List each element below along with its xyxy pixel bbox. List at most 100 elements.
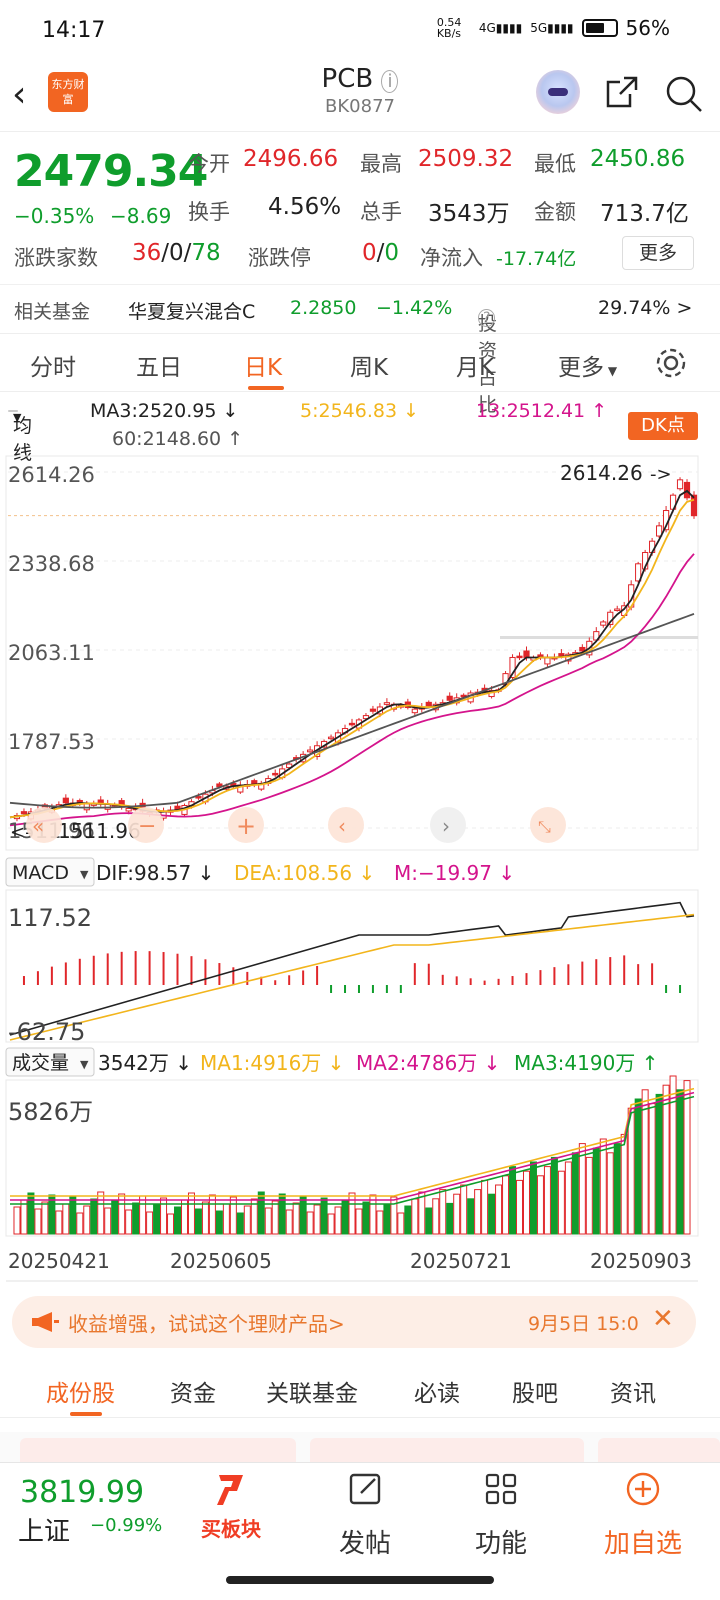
- volume-bar: [97, 1191, 105, 1235]
- volume-bar: [194, 1208, 202, 1235]
- netflow-label: 净流入: [420, 246, 483, 270]
- period-tabs: 分时 五日 日K 周K 月K 更多 ▼: [0, 336, 720, 392]
- candle-body: [676, 479, 684, 490]
- indicator-dropdown[interactable]: 均线 ▼: [8, 410, 32, 464]
- price-tick: 2614.26: [8, 463, 95, 487]
- promo-banner[interactable]: 收益增强，试试这个理财产品> 9月5日 15:0 ✕: [12, 1296, 696, 1348]
- functions-button[interactable]: 功能: [456, 1469, 546, 1560]
- volume-bar: [160, 1197, 168, 1235]
- tab-must-read[interactable]: 必读: [414, 1381, 460, 1407]
- more-button[interactable]: 更多: [622, 236, 694, 270]
- volume-bar: [201, 1201, 209, 1235]
- volume-value: 3543万: [428, 201, 510, 227]
- volume-bar: [299, 1195, 307, 1235]
- volume-legend: 成交量 ▼ 3542万 ↓ MA1:4916万 ↓ MA2:4786万 ↓ MA…: [5, 1047, 658, 1077]
- tab-related-funds[interactable]: 关联基金: [266, 1381, 358, 1407]
- ma-legend: 均线 ▼ MA3:2520.95 ↓ 5:2546.83 ↓ 13:2512.4…: [0, 400, 720, 464]
- back-button[interactable]: ‹: [12, 74, 27, 115]
- tab-constituents[interactable]: 成份股: [46, 1381, 115, 1407]
- related-fund-row[interactable]: 相关基金 华夏复兴混合C 2.2850 −1.42% 投资占比 ? 29.74%…: [0, 284, 720, 416]
- volume-bar: [613, 1143, 621, 1235]
- status-icons: 0.54 KB/s 4G▮▮▮▮ 5G▮▮▮▮ 56%: [437, 16, 670, 40]
- tab-forum[interactable]: 股吧: [512, 1381, 558, 1407]
- volume-bar: [257, 1191, 265, 1235]
- volume-bar: [411, 1198, 419, 1235]
- tab-more[interactable]: 更多 ▼: [558, 355, 618, 381]
- volume-bar: [264, 1207, 272, 1235]
- current-price: 2479.34: [14, 146, 208, 197]
- tab-weekly-k[interactable]: 周K: [350, 355, 389, 381]
- add-circle-icon: [626, 1472, 660, 1506]
- add-watchlist-button[interactable]: 加自选: [588, 1469, 698, 1560]
- tab-funds-flow[interactable]: 资金: [170, 1381, 216, 1407]
- megaphone-icon: [32, 1312, 59, 1332]
- close-icon[interactable]: ✕: [652, 1304, 674, 1334]
- add-watchlist-label: 加自选: [603, 1529, 682, 1559]
- tab-monthly-k[interactable]: 月K: [456, 355, 495, 381]
- candle-body: [425, 701, 432, 707]
- volume-bar: [327, 1213, 335, 1235]
- search-icon[interactable]: [664, 74, 704, 114]
- volume-bar: [236, 1212, 244, 1235]
- volume-top-tick: 5826万: [8, 1098, 93, 1126]
- assistant-robot-icon[interactable]: [536, 70, 580, 114]
- tab-news[interactable]: 资讯: [610, 1381, 656, 1407]
- candle-body: [362, 715, 370, 720]
- volume-panel: [10, 1075, 695, 1235]
- settings-gear-icon[interactable]: [654, 346, 688, 380]
- volume-bar: [174, 1206, 182, 1235]
- volume-bar: [180, 1199, 188, 1235]
- volume-bar: [146, 1211, 154, 1235]
- tab-five-day[interactable]: 五日: [136, 355, 182, 381]
- volume-bar: [341, 1199, 349, 1235]
- volume-bar: [536, 1175, 544, 1235]
- volume-bar: [564, 1161, 572, 1235]
- volume-bar: [509, 1166, 517, 1235]
- volume-bar: [669, 1075, 677, 1235]
- volume-bar: [634, 1098, 642, 1235]
- vol-ma3-label: MA3:4190万 ↑: [514, 1051, 658, 1075]
- svg-text:«: «: [32, 814, 44, 838]
- content-tabs: 成份股 资金 关联基金 必读 股吧 资讯: [0, 1360, 720, 1418]
- volume-bar: [111, 1200, 119, 1235]
- fund-name[interactable]: 华夏复兴混合C: [128, 301, 256, 323]
- low-label: 最低: [534, 152, 576, 176]
- post-button[interactable]: 发帖: [320, 1469, 410, 1560]
- kline-chart[interactable]: 2614.26 2338.68 2063.11 1787.53 1511.96 2614…: [0, 450, 720, 1290]
- dk-point-button[interactable]: DK点: [628, 412, 698, 440]
- fullscreen-button: [530, 807, 566, 843]
- netflow-value: -17.74亿: [496, 248, 577, 270]
- index-change: −0.99%: [90, 1515, 163, 1536]
- volume-bar: [41, 1201, 49, 1235]
- volume-bar: [390, 1196, 398, 1235]
- zoom-controls: « − + ‹ › ⤡: [26, 807, 566, 843]
- share-icon[interactable]: [604, 74, 640, 110]
- volume-bar: [278, 1193, 286, 1235]
- volume-bar: [376, 1210, 384, 1235]
- buy-board-button[interactable]: 买板块: [186, 1469, 276, 1542]
- svg-text:MACD: MACD: [12, 862, 69, 884]
- promo-text[interactable]: 收益增强，试试这个理财产品>: [68, 1312, 345, 1336]
- status-time: 14:17: [42, 18, 106, 43]
- eastmoney-logo[interactable]: 东方财富: [48, 72, 88, 112]
- svg-text:成交量: 成交量: [12, 1052, 69, 1074]
- volume-bar: [432, 1198, 440, 1235]
- status-bar: 14:17 0.54 KB/s 4G▮▮▮▮ 5G▮▮▮▮ 56%: [0, 0, 720, 60]
- volume-bar: [571, 1152, 579, 1235]
- tab-minute[interactable]: 分时: [30, 355, 76, 381]
- ratio-value[interactable]: 29.74% >: [598, 297, 693, 319]
- volume-bar: [460, 1184, 468, 1235]
- candle-body: [544, 656, 551, 665]
- info-icon[interactable]: i: [381, 70, 399, 93]
- candle-body: [516, 655, 523, 659]
- volume-bar: [215, 1210, 223, 1235]
- candle-body: [20, 811, 28, 815]
- open-label: 今开: [188, 152, 230, 176]
- svg-text:▼: ▼: [80, 1058, 89, 1071]
- amount-label: 金额: [534, 200, 576, 224]
- volume-bar: [467, 1198, 475, 1235]
- tab-daily-k[interactable]: 日K: [244, 355, 283, 381]
- post-label: 发帖: [338, 1529, 391, 1559]
- x-tick-4: 20250903: [590, 1249, 692, 1273]
